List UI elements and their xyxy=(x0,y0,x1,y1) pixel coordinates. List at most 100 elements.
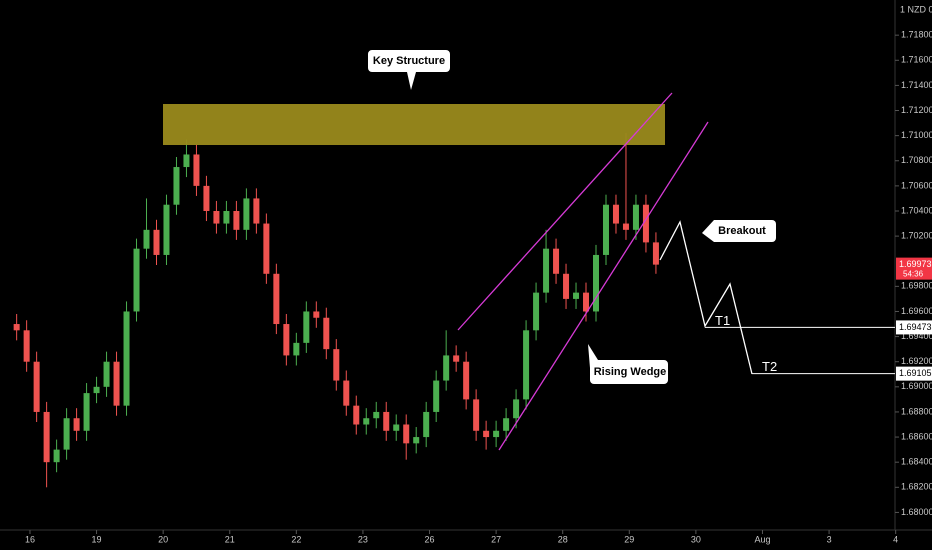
candle-body xyxy=(612,204,619,224)
candle-body xyxy=(193,154,200,186)
x-tick-label: 30 xyxy=(691,534,701,544)
candle-body xyxy=(523,330,530,400)
candle-body xyxy=(602,204,609,255)
candle-body xyxy=(652,242,659,265)
candle-body xyxy=(513,399,520,419)
y-tick-label: 1.68800 xyxy=(901,406,932,416)
target-name: T2 xyxy=(762,359,777,374)
candle-body xyxy=(593,254,600,312)
annotation: Key Structure xyxy=(373,55,445,67)
candle-body xyxy=(303,311,310,343)
callout xyxy=(702,220,776,242)
candle-body xyxy=(123,311,130,406)
candle-body xyxy=(83,393,90,431)
candle-body xyxy=(213,210,220,224)
key-zone xyxy=(163,104,665,145)
annotation: Breakout xyxy=(718,225,766,237)
candle-body xyxy=(493,430,500,438)
candle-body xyxy=(173,167,180,205)
callout xyxy=(368,50,450,90)
candle-body xyxy=(632,204,639,230)
wedge-lower xyxy=(498,121,709,451)
x-tick-label: 27 xyxy=(491,534,501,544)
y-tick-label: 1.68400 xyxy=(901,457,932,467)
candle-body xyxy=(93,386,100,394)
candle-body xyxy=(503,418,510,431)
price-tag-label: 1.69473 xyxy=(899,322,932,332)
y-tick-label: 1.69000 xyxy=(901,381,932,391)
candle-body xyxy=(223,210,230,224)
annotation: Rising Wedge xyxy=(594,366,667,378)
wedge-upper xyxy=(457,92,673,331)
candle-body xyxy=(583,292,590,312)
x-tick-label: 3 xyxy=(827,534,832,544)
y-tick-label: 1.70200 xyxy=(901,230,932,240)
price-tag xyxy=(896,366,932,381)
plot-area xyxy=(13,133,659,488)
candle-body xyxy=(163,204,170,255)
candle-body xyxy=(263,223,270,274)
candle-body xyxy=(233,210,240,230)
candle-body xyxy=(553,248,560,274)
candle-body xyxy=(283,324,290,356)
candle-body xyxy=(393,424,400,431)
y-tick-label: 1.68600 xyxy=(901,431,932,441)
y-tick-label: 1.69800 xyxy=(901,281,932,291)
candle-body xyxy=(23,330,30,362)
candle-body xyxy=(483,430,490,438)
last-price-label: 1.69973 xyxy=(899,259,932,269)
candle-body xyxy=(403,424,410,444)
candle-body xyxy=(293,342,300,356)
y-tick-label: 1.71400 xyxy=(901,80,932,90)
projection-path xyxy=(659,220,753,375)
candle-body xyxy=(33,361,40,412)
candle-body xyxy=(53,449,60,463)
last-price-tag xyxy=(896,257,932,280)
x-tick-label: Aug xyxy=(754,534,770,544)
y-tick-label: 1.71800 xyxy=(901,30,932,40)
candle-body xyxy=(323,317,330,350)
y-tick-label: 1.69600 xyxy=(901,306,932,316)
candle-body xyxy=(73,418,80,431)
candle-body xyxy=(273,273,280,325)
candle-body xyxy=(253,198,260,224)
y-tick-label: 1.70400 xyxy=(901,205,932,215)
candle-body xyxy=(622,223,629,230)
x-tick-label: 23 xyxy=(358,534,368,544)
candle-body xyxy=(573,292,580,299)
candle-body xyxy=(243,198,250,230)
price-tag xyxy=(896,320,932,335)
candle-body xyxy=(13,324,20,331)
axes: 1.71800 1.71600 1.71400 1.71200 1.71000 1.708… xyxy=(25,30,932,545)
target-name: T1 xyxy=(715,313,730,328)
candle-body xyxy=(373,411,380,419)
candle-body xyxy=(453,355,460,362)
candle-body xyxy=(543,248,550,293)
candle-body xyxy=(533,292,540,331)
y-tick-label: 1.70800 xyxy=(901,155,932,165)
candle-body xyxy=(413,437,420,444)
candle-body xyxy=(433,380,440,412)
x-tick-label: 4 xyxy=(893,534,898,544)
candle-body xyxy=(143,229,150,249)
candle-body xyxy=(642,204,649,243)
x-tick-label: 29 xyxy=(624,534,634,544)
candle-body xyxy=(183,154,190,168)
candle-body xyxy=(203,185,210,211)
candle-body xyxy=(63,418,70,450)
candle-body xyxy=(113,361,120,406)
y-tick-label: 1.69200 xyxy=(901,356,932,366)
candle-body xyxy=(423,411,430,438)
x-tick-label: 22 xyxy=(291,534,301,544)
candle-body xyxy=(343,380,350,406)
candle-body xyxy=(153,229,160,255)
y-tick-label: 1.70600 xyxy=(901,180,932,190)
candle-body xyxy=(133,248,140,312)
candle-body xyxy=(383,411,390,431)
candle-body xyxy=(473,399,480,431)
candle-body xyxy=(43,411,50,463)
y-tick-label: 1.71000 xyxy=(901,130,932,140)
x-tick-label: 19 xyxy=(92,534,102,544)
